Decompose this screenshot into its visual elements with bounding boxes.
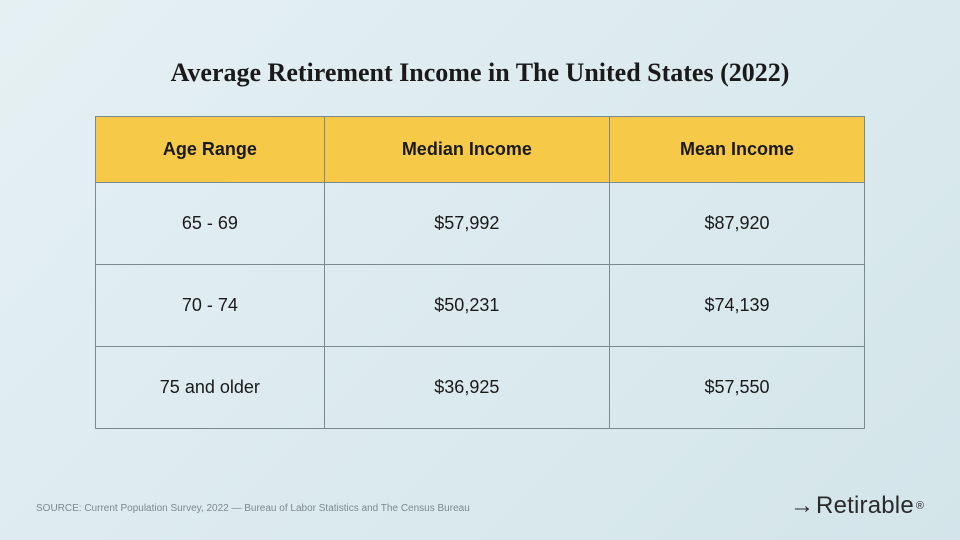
source-attribution: SOURCE: Current Population Survey, 2022 … [36, 503, 470, 514]
cell-age: 75 and older [96, 347, 325, 429]
cell-median: $36,925 [324, 347, 609, 429]
cell-mean: $87,920 [609, 183, 864, 265]
table-row: 70 - 74 $50,231 $74,139 [96, 265, 865, 347]
arrow-right-icon: → [790, 494, 814, 518]
brand-logo: → Retirable ® [790, 492, 924, 520]
col-mean-income: Mean Income [609, 117, 864, 183]
col-age-range: Age Range [96, 117, 325, 183]
page-title: Average Retirement Income in The United … [0, 0, 960, 116]
cell-median: $50,231 [324, 265, 609, 347]
table-header-row: Age Range Median Income Mean Income [96, 117, 865, 183]
table-row: 65 - 69 $57,992 $87,920 [96, 183, 865, 265]
cell-median: $57,992 [324, 183, 609, 265]
cell-age: 65 - 69 [96, 183, 325, 265]
brand-name: Retirable [816, 492, 914, 520]
income-table: Age Range Median Income Mean Income 65 -… [95, 116, 865, 429]
table-row: 75 and older $36,925 $57,550 [96, 347, 865, 429]
registered-mark: ® [916, 500, 924, 512]
cell-mean: $74,139 [609, 265, 864, 347]
col-median-income: Median Income [324, 117, 609, 183]
cell-age: 70 - 74 [96, 265, 325, 347]
cell-mean: $57,550 [609, 347, 864, 429]
